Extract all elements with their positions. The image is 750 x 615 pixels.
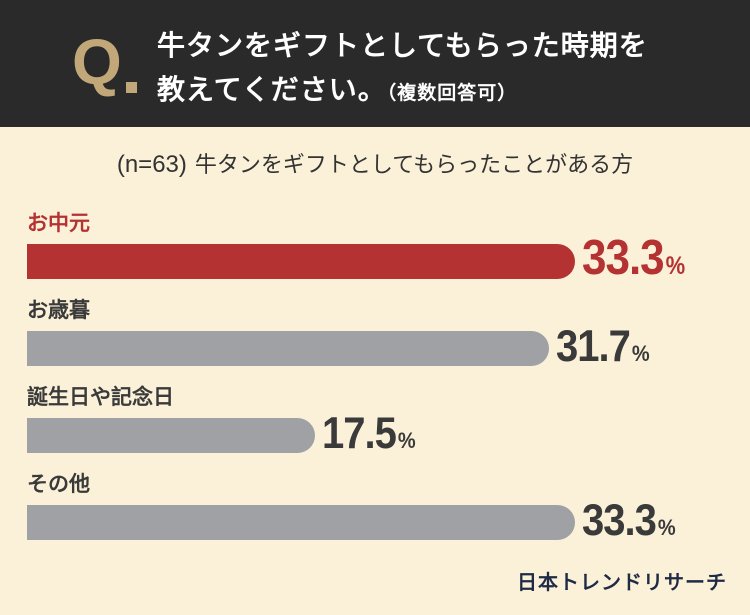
category-label: 誕生日や記念日: [27, 385, 174, 409]
question-line-2-text: 教えてください。: [157, 73, 387, 106]
percent-unit: %: [631, 342, 650, 367]
category-label: その他: [27, 472, 90, 496]
value-label: 33.3%: [582, 233, 686, 283]
value-number: 17.5: [322, 408, 397, 459]
question-note: （複数回答可）: [386, 82, 518, 104]
chart-subtitle: (n=63) 牛タンをギフトとしてもらったことがある方: [0, 150, 750, 181]
percent-unit: %: [665, 251, 686, 280]
bar: [27, 418, 315, 453]
question-line-2: 教えてください。（複数回答可）: [157, 68, 648, 115]
value-number: 31.7: [556, 321, 631, 372]
value-label: 33.3%: [582, 498, 676, 543]
value-number: 33.3: [582, 495, 657, 546]
question-line-1: 牛タンをギフトとしてもらった時期を: [157, 29, 648, 62]
category-label: お中元: [27, 211, 90, 235]
value-label: 31.7%: [556, 324, 650, 369]
subtitle-text: 牛タンをギフトとしてもらったことがある方: [194, 153, 634, 178]
brand-logo: 日本トレンドリサーチ: [517, 570, 727, 594]
question-header: Q 牛タンをギフトとしてもらった時期を 教えてください。（複数回答可）: [0, 0, 750, 127]
percent-unit: %: [657, 516, 676, 541]
q-mark: Q: [72, 26, 122, 98]
percent-unit: %: [397, 429, 416, 454]
category-label: お歳暮: [27, 298, 90, 322]
bar: [27, 505, 575, 540]
q-dot: [126, 82, 137, 93]
value-number: 33.3: [582, 230, 665, 286]
bar: [27, 244, 575, 279]
question-text: 牛タンをギフトとしてもらった時期を 教えてください。（複数回答可）: [157, 24, 648, 115]
sample-size: (n=63): [116, 151, 187, 178]
value-label: 17.5%: [322, 411, 416, 456]
bar: [27, 331, 549, 366]
